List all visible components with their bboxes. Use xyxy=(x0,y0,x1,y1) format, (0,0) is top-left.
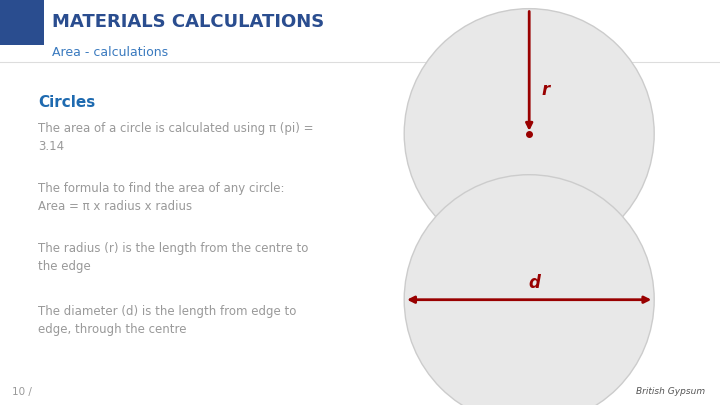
Text: d: d xyxy=(528,274,540,292)
Ellipse shape xyxy=(404,175,654,405)
Text: The radius (r) is the length from the centre to
the edge: The radius (r) is the length from the ce… xyxy=(38,242,308,273)
Bar xyxy=(0,0,44,45)
Text: The formula to find the area of any circle:
Area = π x radius x radius: The formula to find the area of any circ… xyxy=(38,182,284,213)
Text: British Gypsum: British Gypsum xyxy=(636,388,705,396)
Text: 10 /: 10 / xyxy=(12,387,32,397)
Ellipse shape xyxy=(404,9,654,259)
Text: The area of a circle is calculated using π (pi) =
3.14: The area of a circle is calculated using… xyxy=(38,122,313,153)
Text: MATERIALS CALCULATIONS: MATERIALS CALCULATIONS xyxy=(52,13,324,31)
Text: Circles: Circles xyxy=(38,95,95,110)
Text: Area - calculations: Area - calculations xyxy=(52,45,168,58)
Text: r: r xyxy=(541,81,549,99)
Text: The diameter (d) is the length from edge to
edge, through the centre: The diameter (d) is the length from edge… xyxy=(38,305,297,336)
